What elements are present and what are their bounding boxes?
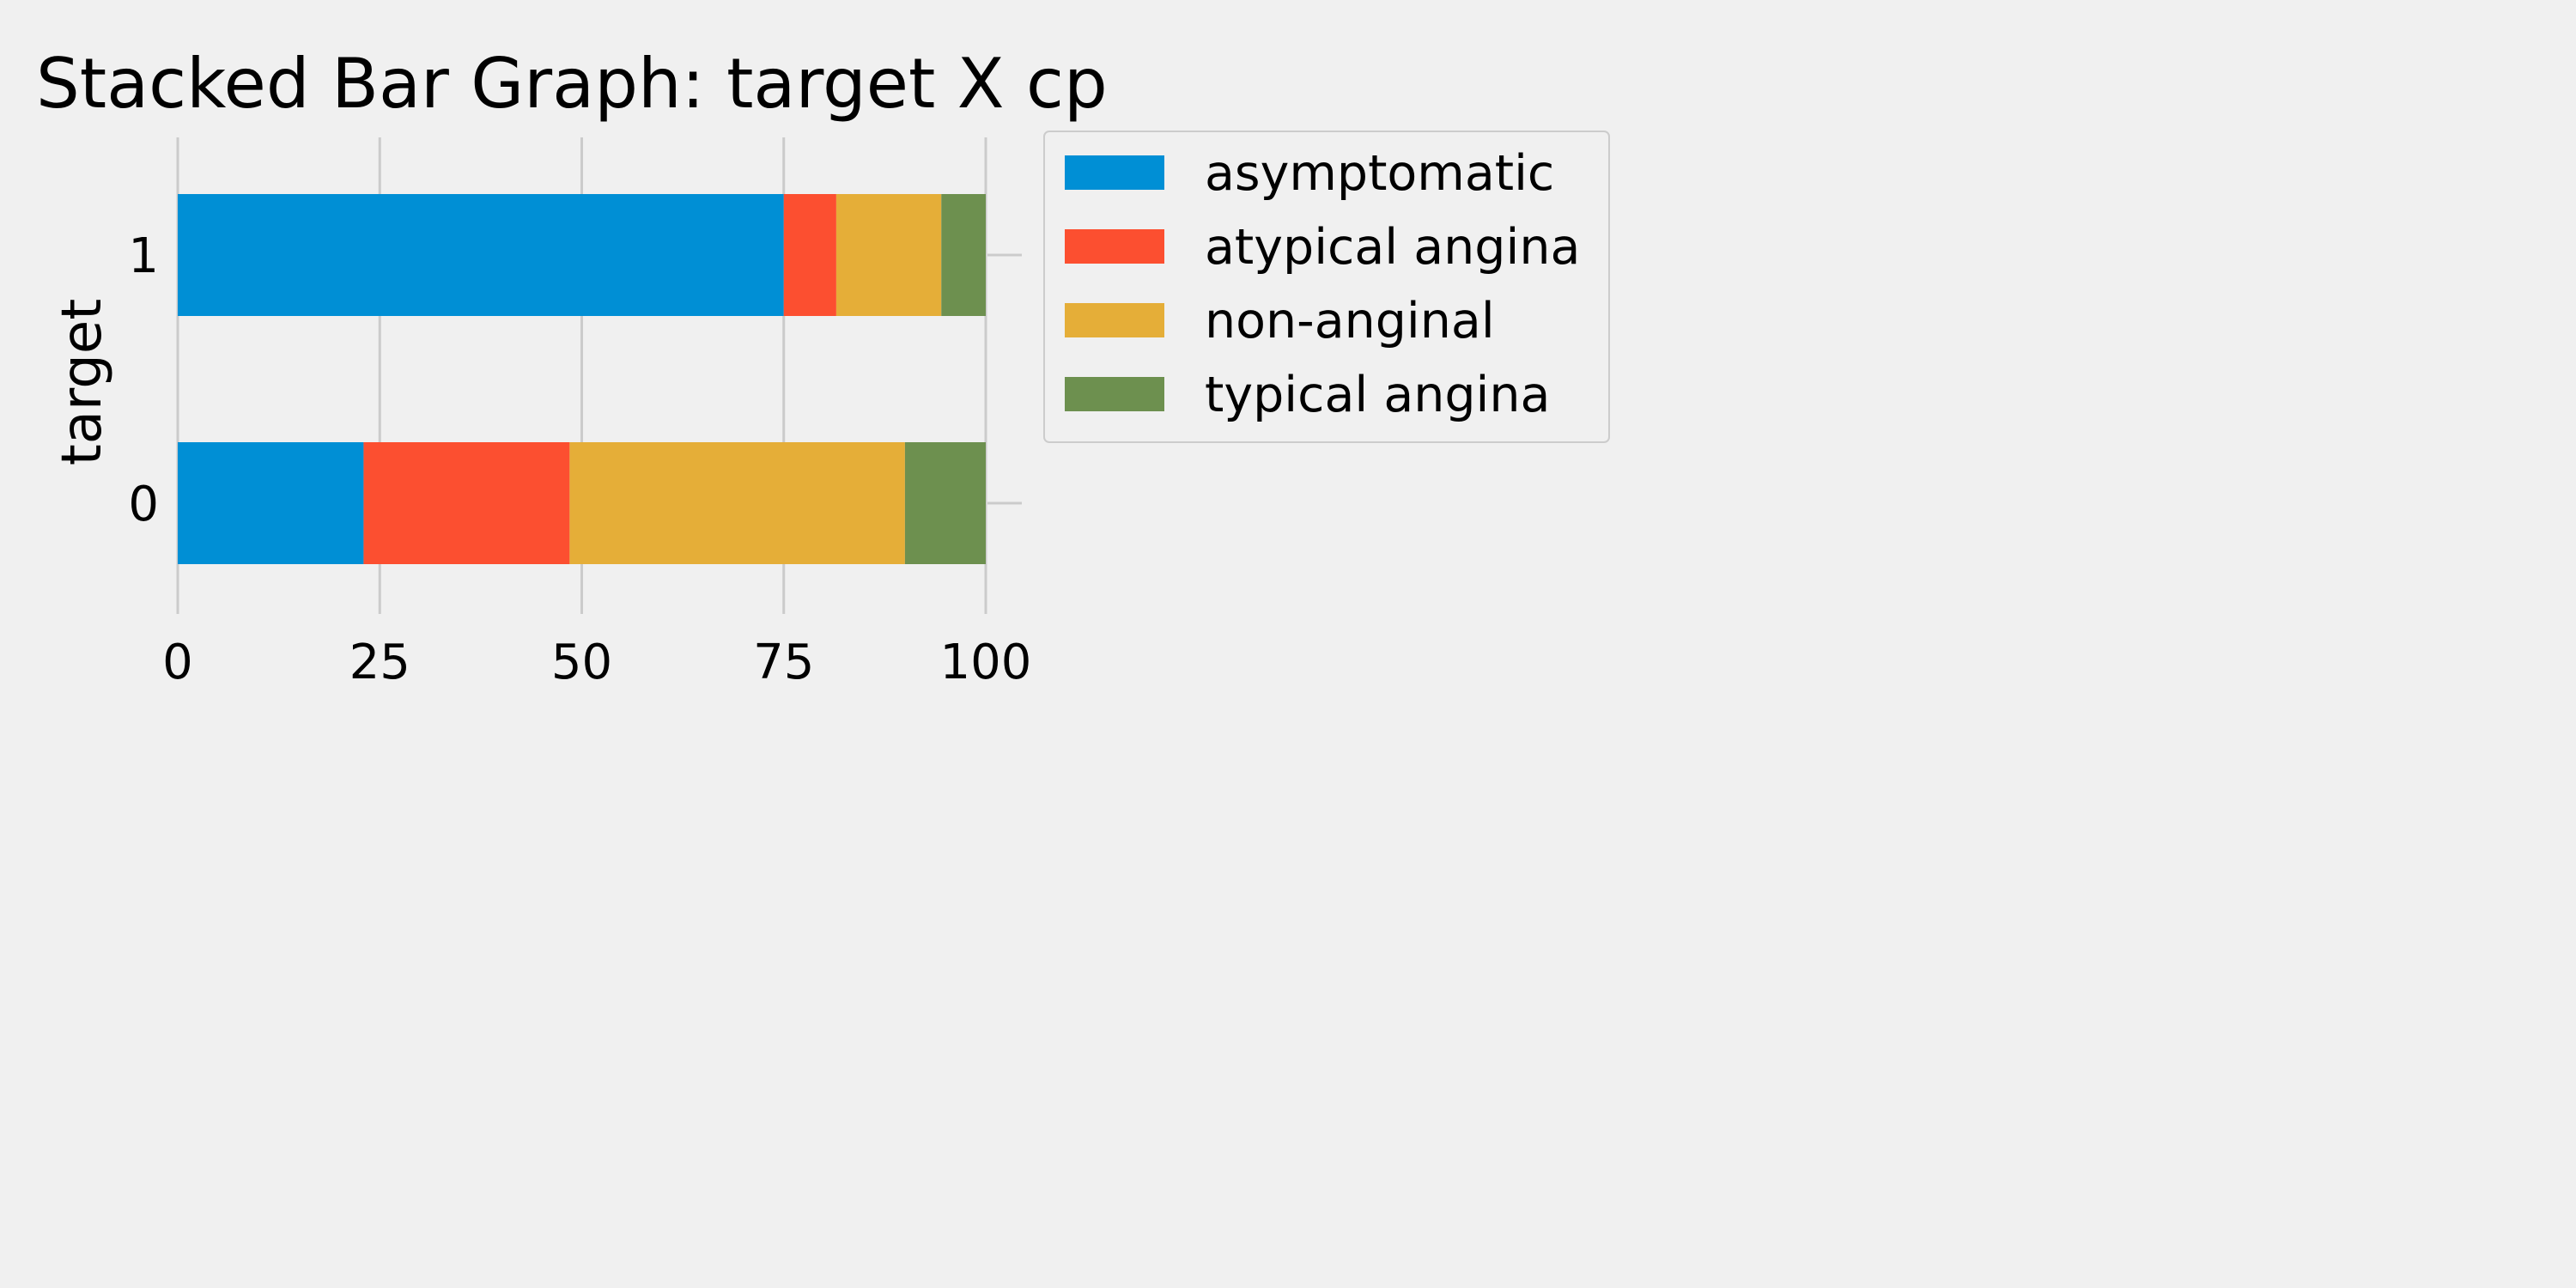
x-tick-label-0: 0 (162, 635, 193, 690)
x-tick-label-25: 25 (349, 635, 410, 690)
legend-swatch-2 (1065, 229, 1164, 264)
x-tick-label-50: 50 (551, 635, 612, 690)
bar-target-0-3 (569, 442, 905, 564)
bar-target-0-4 (904, 442, 986, 564)
chart-title: Stacked Bar Graph: target X cp (36, 44, 1108, 124)
y-tick-label-0: 0 (128, 477, 159, 532)
bar-target-1-4 (941, 194, 986, 316)
bar-target-0-1 (178, 442, 364, 564)
x-tick-label-75: 75 (753, 635, 814, 690)
legend-frame (1043, 131, 1610, 443)
bar-target-0-2 (363, 442, 570, 564)
legend-label-3: non-anginal (1205, 293, 1495, 349)
legend-label-1: asymptomatic (1205, 145, 1554, 202)
y-tick-marks (987, 253, 1022, 505)
bar-target-1-3 (835, 194, 942, 316)
legend-swatch-3 (1065, 303, 1164, 337)
legend-swatch-1 (1065, 155, 1164, 190)
y-axis-label: target (51, 299, 114, 466)
legend-label-4: typical angina (1205, 367, 1550, 423)
bar-target-1-2 (783, 194, 836, 316)
legend-items: asymptomatic atypical angina non-anginal ty… (1065, 145, 1580, 423)
y-tick-labels: 01 (128, 228, 159, 532)
y-tick-label-1: 1 (128, 228, 159, 284)
x-tick-labels: 0 25 50 75 100 (162, 635, 1031, 690)
bar-target-1-1 (178, 194, 784, 316)
legend: asymptomatic atypical angina non-anginal ty… (1043, 131, 1610, 443)
x-tick-label-100: 100 (940, 635, 1032, 690)
bars-layer (178, 194, 986, 564)
legend-label-2: atypical angina (1205, 219, 1580, 276)
legend-swatch-4 (1065, 377, 1164, 411)
